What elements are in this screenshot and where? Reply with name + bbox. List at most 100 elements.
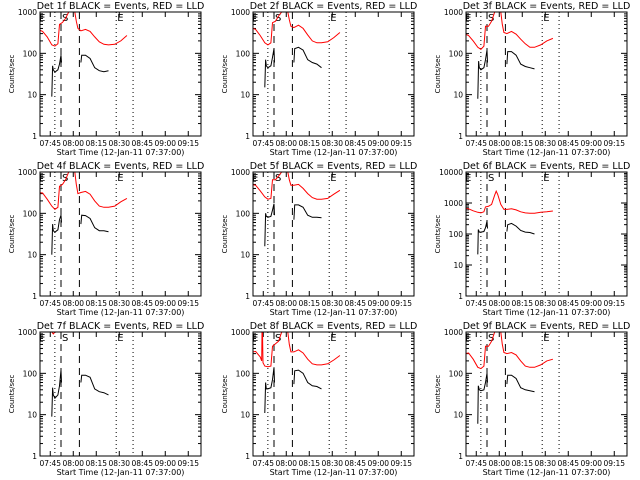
y-tick-label: 1 [32, 452, 37, 461]
x-tick-label: 07:45 [252, 139, 274, 148]
x-tick-label: 07:45 [252, 459, 274, 468]
panel-det-9: Det 9f BLACK = Events, RED = LLD11010010… [434, 321, 630, 477]
x-tick-label: 08:00 [62, 459, 84, 468]
event-marker-e: E [543, 173, 549, 184]
x-tick-label: 08:00 [488, 139, 510, 148]
panel-title: Det 7f BLACK = Events, RED = LLD [37, 321, 205, 332]
events-series-line [507, 52, 535, 69]
y-tick-label: 1 [32, 132, 37, 141]
panel-det-7: Det 7f BLACK = Events, RED = LLD11010010… [8, 321, 204, 477]
y-axis-label: Counts/sec [434, 55, 442, 94]
x-axis-label: Start Time (12-Jan-11 07:37:00) [57, 468, 185, 477]
lld-series-line [251, 332, 340, 367]
events-series-line [265, 49, 275, 88]
x-tick-label: 08:00 [488, 459, 510, 468]
x-tick-label: 08:30 [321, 459, 343, 468]
events-series-line [81, 215, 109, 232]
panel-title: Det 8f BLACK = Events, RED = LLD [250, 321, 418, 332]
x-axis-label: Start Time (12-Jan-11 07:37:00) [270, 148, 398, 157]
y-tick-label: 10 [240, 251, 250, 260]
event-marker-e: E [117, 173, 123, 184]
event-marker-s: S [275, 13, 281, 24]
x-tick-label: 09:00 [154, 299, 176, 308]
events-series-line [478, 221, 488, 254]
x-axis-label: Start Time (12-Jan-11 07:37:00) [483, 468, 611, 477]
plot-frame [466, 332, 627, 456]
y-tick-label: 10 [453, 91, 463, 100]
panel-det-6: Det 6f BLACK = Events, RED = LLD11010010… [434, 161, 630, 317]
y-tick-label: 1000 [444, 8, 463, 17]
series-group [251, 12, 340, 87]
events-series-line [507, 375, 535, 392]
plot-frame [253, 12, 414, 136]
plot-frame [40, 332, 201, 456]
plot-frame [466, 12, 627, 136]
y-axis-label: Counts/sec [221, 375, 229, 414]
x-tick-label: 07:45 [39, 299, 61, 308]
x-tick-label: 08:30 [321, 139, 343, 148]
y-axis-label: Counts/sec [8, 55, 16, 94]
events-series-line [294, 370, 322, 389]
x-tick-label: 08:15 [511, 459, 533, 468]
x-tick-label: 08:45 [344, 459, 366, 468]
y-tick-label: 100 [236, 209, 251, 218]
y-tick-label: 1000 [231, 328, 250, 337]
lld-series-line [464, 12, 553, 49]
x-tick-label: 08:15 [85, 459, 107, 468]
event-marker-e: E [543, 13, 549, 24]
x-tick-label: 09:00 [367, 139, 389, 148]
x-tick-label: 07:45 [465, 299, 487, 308]
x-tick-label: 09:15 [603, 299, 625, 308]
x-tick-label: 08:45 [131, 459, 153, 468]
x-tick-label: 08:45 [344, 299, 366, 308]
series-group [38, 172, 127, 255]
x-tick-label: 08:45 [131, 139, 153, 148]
series-group [251, 332, 340, 413]
x-tick-label: 07:45 [465, 139, 487, 148]
x-tick-label: 08:30 [321, 299, 343, 308]
x-axis-label: Start Time (12-Jan-11 07:37:00) [483, 148, 611, 157]
y-tick-label: 1 [458, 292, 463, 301]
x-tick-label: 08:45 [557, 459, 579, 468]
x-tick-label: 08:00 [275, 299, 297, 308]
y-tick-label: 10 [453, 411, 463, 420]
x-tick-label: 08:15 [298, 459, 320, 468]
x-tick-label: 08:30 [108, 139, 130, 148]
event-marker-e: E [330, 333, 336, 344]
x-tick-label: 09:00 [580, 299, 602, 308]
y-tick-label: 1000 [18, 328, 37, 337]
panel-det-5: Det 5f BLACK = Events, RED = LLD11010010… [221, 161, 417, 317]
x-tick-label: 08:45 [131, 299, 153, 308]
y-axis-label: Counts/sec [8, 375, 16, 414]
plot-frame [40, 172, 201, 296]
x-tick-label: 09:00 [367, 299, 389, 308]
x-tick-label: 09:00 [154, 459, 176, 468]
x-axis-label: Start Time (12-Jan-11 07:37:00) [57, 148, 185, 157]
x-tick-label: 08:00 [275, 139, 297, 148]
x-tick-label: 08:45 [557, 299, 579, 308]
event-marker-e: E [117, 13, 123, 24]
lld-series-line [38, 172, 127, 209]
x-tick-label: 08:30 [534, 299, 556, 308]
x-tick-label: 08:15 [298, 299, 320, 308]
x-tick-label: 09:00 [367, 459, 389, 468]
y-tick-label: 10 [240, 91, 250, 100]
x-tick-label: 09:00 [580, 139, 602, 148]
x-tick-label: 08:30 [108, 299, 130, 308]
y-tick-label: 100 [23, 49, 38, 58]
x-axis-label: Start Time (12-Jan-11 07:37:00) [270, 468, 398, 477]
events-series-line [478, 373, 488, 424]
panel-det-4: Det 4f BLACK = Events, RED = LLD11010010… [8, 161, 204, 317]
lld-series-line [464, 191, 553, 213]
y-axis-label: Counts/sec [8, 215, 16, 254]
panel-title: Det 5f BLACK = Events, RED = LLD [250, 161, 418, 172]
series-group [251, 172, 340, 246]
x-axis-label: Start Time (12-Jan-11 07:37:00) [57, 308, 185, 317]
y-tick-label: 10 [27, 91, 37, 100]
x-tick-label: 08:30 [534, 139, 556, 148]
x-tick-label: 09:00 [580, 459, 602, 468]
events-series-line [52, 215, 62, 255]
events-series-line [81, 375, 109, 395]
series-group [464, 12, 553, 99]
y-tick-label: 1 [32, 292, 37, 301]
